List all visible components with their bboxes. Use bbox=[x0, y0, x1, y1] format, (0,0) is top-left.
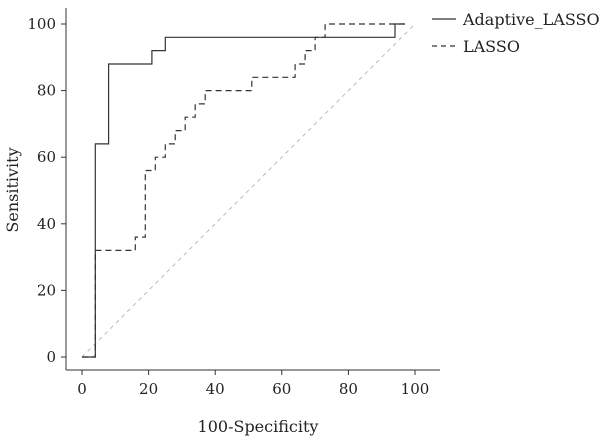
series-line-lasso bbox=[82, 23, 405, 358]
x-tick-label: 0 bbox=[77, 380, 87, 398]
series-line-adaptive-lasso bbox=[82, 23, 405, 358]
plot-area bbox=[81, 23, 416, 358]
x-tick-label: 40 bbox=[206, 380, 225, 398]
y-axis-label: Sensitivity bbox=[3, 147, 22, 232]
x-tick-label: 100 bbox=[401, 380, 430, 398]
legend-label-lasso: LASSO bbox=[463, 37, 520, 56]
y-tick-label: 20 bbox=[37, 281, 56, 299]
reference-diagonal-line bbox=[81, 23, 416, 358]
y-tick-label: 80 bbox=[37, 82, 56, 100]
y-tick-label: 0 bbox=[46, 348, 56, 366]
y-tick-label: 60 bbox=[37, 148, 56, 166]
tick-labels: 0 20 40 60 80 100 0 20 40 60 80 100 bbox=[27, 15, 429, 398]
x-tick-label: 60 bbox=[272, 380, 291, 398]
x-axis-label: 100-Specificity bbox=[198, 417, 319, 436]
x-tick-label: 20 bbox=[139, 380, 158, 398]
x-tick-label: 80 bbox=[339, 380, 358, 398]
legend: Adaptive_LASSO LASSO bbox=[432, 10, 600, 56]
y-tick-label: 40 bbox=[37, 215, 56, 233]
axes bbox=[65, 8, 440, 371]
legend-label-adaptive-lasso: Adaptive_LASSO bbox=[462, 10, 600, 29]
y-tick-label: 100 bbox=[27, 15, 56, 33]
